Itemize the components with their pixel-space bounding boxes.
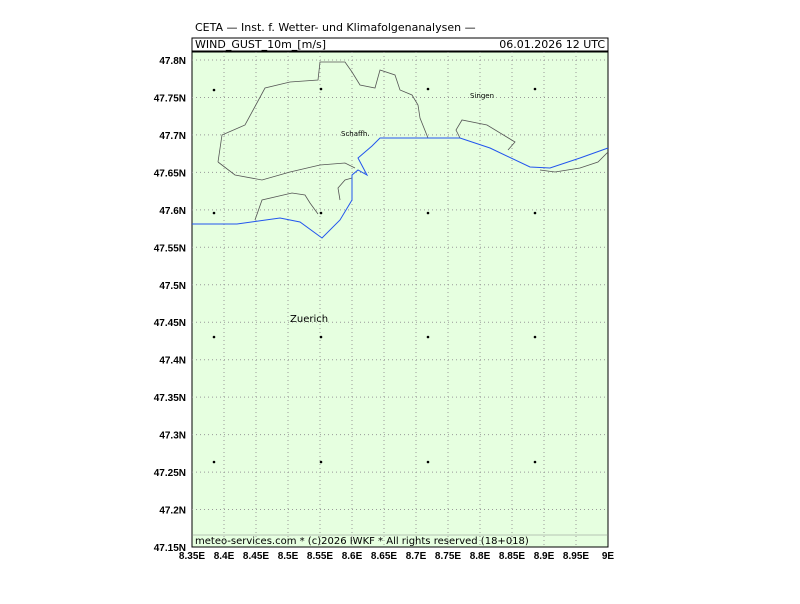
header-box <box>191 37 609 52</box>
x-tick-label: 8.95E <box>563 551 589 562</box>
y-tick-label: 47.2N <box>159 506 186 517</box>
place-label: Zuerich <box>290 314 328 325</box>
border <box>217 61 429 163</box>
y-tick-label: 47.45N <box>154 318 186 329</box>
border <box>337 177 353 201</box>
y-tick-label: 47.75N <box>154 93 186 104</box>
border <box>455 119 516 151</box>
border <box>217 161 356 181</box>
x-tick-label: 8.5E <box>278 551 299 562</box>
y-tick-label: 47.6N <box>159 206 186 217</box>
x-tick-label: 8.75E <box>435 551 461 562</box>
plot-area <box>191 51 609 548</box>
x-tick-label: 8.7E <box>406 551 427 562</box>
x-tick-label: 8.35E <box>179 551 205 562</box>
x-tick-label: 8.9E <box>534 551 555 562</box>
x-tick-label: 9E <box>602 551 615 562</box>
x-tick-label: 8.85E <box>499 551 525 562</box>
y-tick-label: 47.15N <box>154 543 186 554</box>
y-tick-label: 47.55N <box>154 243 186 254</box>
y-tick-label: 47.25N <box>154 468 186 479</box>
border <box>539 151 609 173</box>
place-label: Singen <box>470 92 494 100</box>
y-tick-label: 47.4N <box>159 356 186 367</box>
header-title: CETA — Inst. f. Wetter- und Klimafolgena… <box>195 21 476 34</box>
x-tick-label: 8.45E <box>243 551 269 562</box>
x-tick-label: 8.65E <box>371 551 397 562</box>
grid-points <box>212 87 537 464</box>
x-tick-label: 8.8E <box>470 551 491 562</box>
grid <box>192 52 608 547</box>
x-tick-label: 8.6E <box>342 551 363 562</box>
y-tick-label: 47.5N <box>159 281 186 292</box>
y-tick-label: 47.65N <box>154 168 186 179</box>
y-tick-label: 47.35N <box>154 393 186 404</box>
valid-time: 06.01.2026 12 UTC <box>499 38 605 51</box>
y-tick-label: 47.8N <box>159 56 186 67</box>
y-tick-label: 47.3N <box>159 431 186 442</box>
y-tick-label: 47.7N <box>159 131 186 142</box>
x-tick-label: 8.55E <box>307 551 333 562</box>
river <box>192 137 609 239</box>
x-tick-label: 8.4E <box>214 551 235 562</box>
field-name: WIND_GUST_10m_[m/s] <box>195 38 326 51</box>
borders <box>217 61 609 221</box>
footer: meteo-services.com * (c)2026 IWKF * All … <box>195 536 529 547</box>
border <box>254 192 319 221</box>
place-label: Schaffh. <box>341 130 370 138</box>
